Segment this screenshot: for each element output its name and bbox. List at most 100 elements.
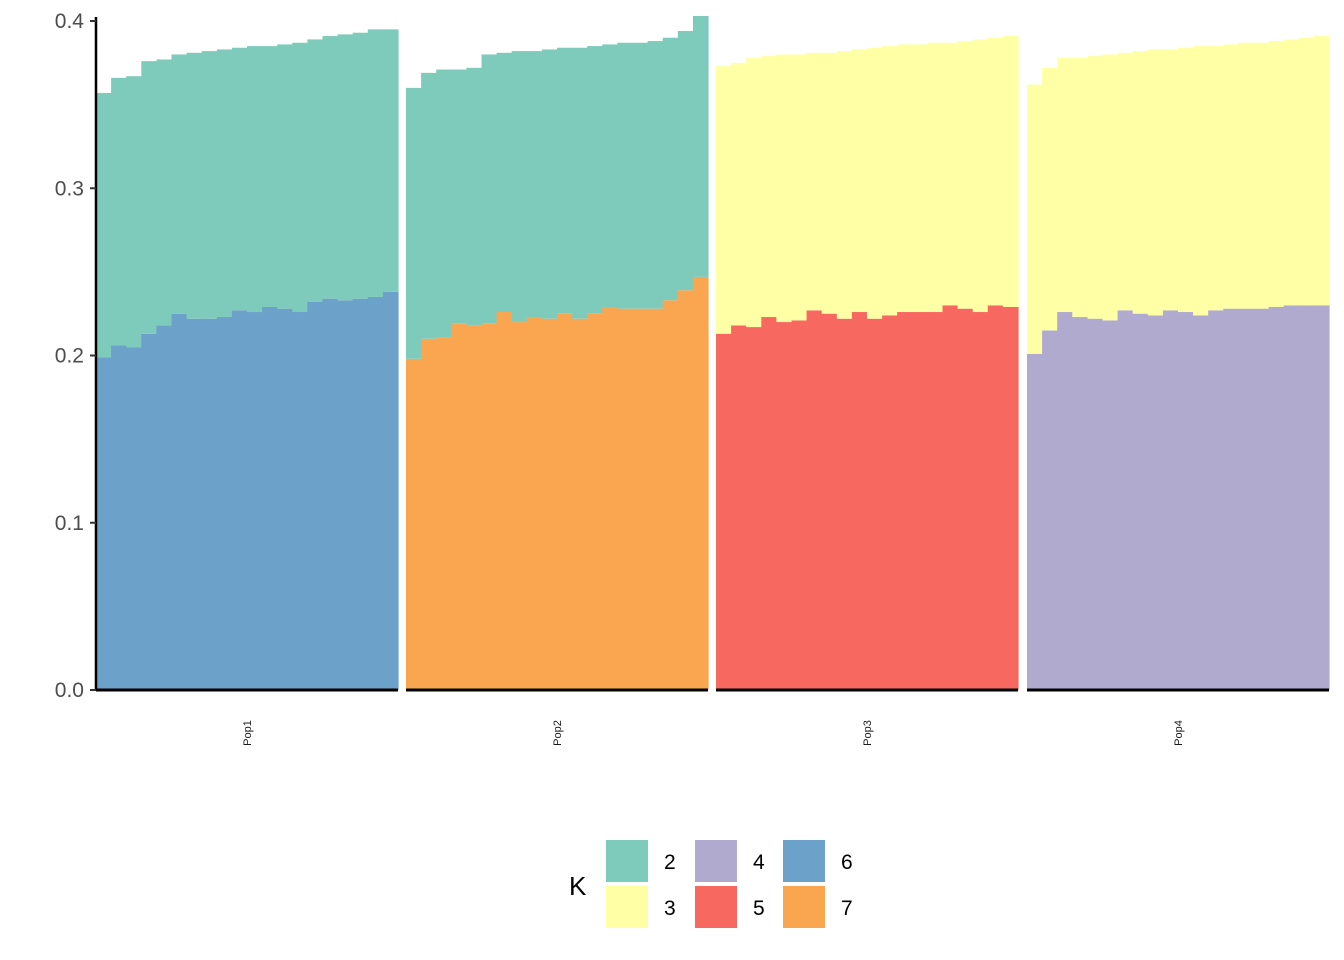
bar-pop1-k6-13 [277, 308, 293, 690]
panel-label-pop1: Pop1 [242, 720, 254, 746]
bar-pop4-k4-20 [1313, 305, 1330, 690]
panel-pop3 [716, 36, 1019, 690]
bar-pop3-k5-12 [882, 315, 898, 690]
bar-pop4-k3-15 [1238, 42, 1255, 309]
bar-pop1-k6-3 [126, 347, 142, 690]
bar-pop3-k3-4 [761, 56, 777, 318]
legend-swatch-k2 [606, 840, 648, 882]
bar-pop1-k2-10 [231, 47, 248, 311]
bar-pop1-k2-6 [171, 54, 188, 314]
bar-pop4-k3-10 [1162, 49, 1179, 311]
bar-pop2-k7-5 [466, 325, 483, 690]
bar-pop2-k2-17 [647, 41, 664, 309]
bar-pop2-k7-10 [541, 318, 558, 690]
bar-pop2-k7-16 [632, 308, 649, 690]
bar-pop2-k7-11 [557, 313, 573, 690]
bar-pop4-k3-17 [1268, 41, 1285, 307]
bar-pop3-k3-8 [821, 52, 838, 314]
bar-pop3-k5-19 [987, 305, 1004, 690]
bar-pop2-k2-20 [692, 15, 709, 277]
bar-pop3-k3-9 [836, 51, 853, 319]
bar-pop3-k5-2 [731, 325, 747, 690]
bar-pop4-k4-16 [1253, 308, 1270, 690]
bar-pop2-k7-9 [526, 317, 543, 690]
bar-pop2-k2-6 [481, 54, 498, 324]
bar-pop4-k3-3 [1057, 57, 1073, 313]
bar-pop1-k6-14 [292, 312, 308, 690]
panel-label-pop3: Pop3 [862, 720, 874, 746]
bar-pop3-k5-16 [942, 305, 959, 690]
bar-pop4-k3-11 [1178, 47, 1194, 313]
bar-pop1-k2-19 [367, 29, 384, 297]
bar-pop2-k2-1 [406, 87, 422, 359]
bar-pop1-k2-11 [247, 46, 263, 313]
bar-pop2-k2-3 [436, 69, 452, 338]
bar-pop3-k3-7 [806, 52, 823, 311]
bar-pop4-k3-14 [1223, 44, 1239, 309]
bar-pop1-k2-9 [216, 49, 233, 318]
bar-pop1-k2-8 [201, 51, 218, 319]
bar-pop2-k7-17 [647, 308, 664, 690]
bar-pop3-k3-15 [927, 42, 944, 313]
bar-pop3-k5-1 [716, 333, 732, 690]
bar-pop2-k2-18 [662, 37, 679, 301]
bar-pop1-k2-14 [292, 42, 308, 313]
bar-pop1-k6-18 [352, 298, 369, 690]
bar-pop2-k7-6 [481, 323, 498, 690]
bar-pop1-k6-17 [337, 300, 354, 690]
bar-pop3-k5-7 [806, 310, 823, 690]
bar-pop2-k7-18 [662, 300, 679, 690]
bar-pop4-k3-8 [1132, 51, 1149, 314]
bar-pop1-k6-5 [156, 325, 173, 690]
bar-pop4-k3-5 [1087, 56, 1104, 319]
bar-pop2-k7-3 [436, 337, 452, 690]
panel-pop2 [406, 15, 709, 690]
bar-pop1-k6-1 [96, 357, 112, 690]
y-tick-label: 0.3 [55, 177, 84, 200]
bar-pop2-k2-10 [541, 49, 558, 319]
bar-pop1-k2-7 [186, 52, 203, 319]
bar-pop2-k7-14 [602, 307, 618, 690]
bar-pop3-k3-17 [957, 41, 974, 309]
bar-pop4-k3-7 [1117, 52, 1134, 311]
bar-pop1-k2-1 [96, 92, 112, 358]
bar-pop3-k5-14 [912, 312, 928, 690]
bar-pop2-k2-14 [602, 44, 618, 308]
bar-pop4-k3-9 [1147, 49, 1164, 316]
bar-pop3-k3-3 [746, 57, 762, 328]
bar-pop2-k7-4 [451, 323, 467, 690]
legend-title: K [569, 871, 587, 901]
bar-pop1-k2-13 [277, 44, 293, 309]
bar-pop3-k5-9 [836, 318, 853, 690]
y-tick-label: 0.0 [55, 679, 84, 702]
legend-label-k4: 4 [753, 851, 765, 874]
bar-pop4-k4-19 [1298, 305, 1315, 690]
bar-pop3-k5-15 [927, 312, 944, 690]
bars-layer [96, 15, 1330, 690]
bar-pop3-k3-10 [851, 49, 868, 313]
bar-pop3-k3-14 [912, 44, 928, 313]
bar-pop3-k5-20 [1002, 307, 1019, 690]
bar-pop4-k4-6 [1102, 320, 1119, 690]
bar-pop1-k6-7 [186, 318, 203, 690]
legend-label-k3: 3 [664, 897, 676, 920]
bar-pop3-k5-3 [746, 327, 762, 690]
bar-pop1-k6-9 [216, 317, 233, 690]
y-tick-label: 0.2 [55, 345, 84, 368]
bar-pop3-k5-8 [821, 313, 838, 690]
bar-pop1-k2-2 [111, 77, 127, 346]
bar-pop2-k2-8 [511, 51, 528, 323]
legend-label-k2: 2 [664, 851, 676, 874]
bar-pop3-k5-10 [851, 312, 868, 690]
bar-pop1-k6-12 [262, 307, 278, 690]
bar-pop4-k3-13 [1208, 46, 1224, 311]
bar-pop1-k2-20 [382, 29, 399, 292]
bar-pop4-k3-18 [1283, 39, 1300, 306]
bar-pop3-k3-13 [897, 44, 913, 313]
bar-pop2-k2-13 [587, 46, 603, 314]
bar-pop2-k2-19 [677, 31, 694, 291]
legend-swatch-k7 [783, 886, 825, 928]
bar-pop3-k3-16 [942, 42, 959, 306]
bar-pop4-k4-18 [1283, 305, 1300, 690]
bar-pop2-k7-20 [692, 276, 709, 690]
